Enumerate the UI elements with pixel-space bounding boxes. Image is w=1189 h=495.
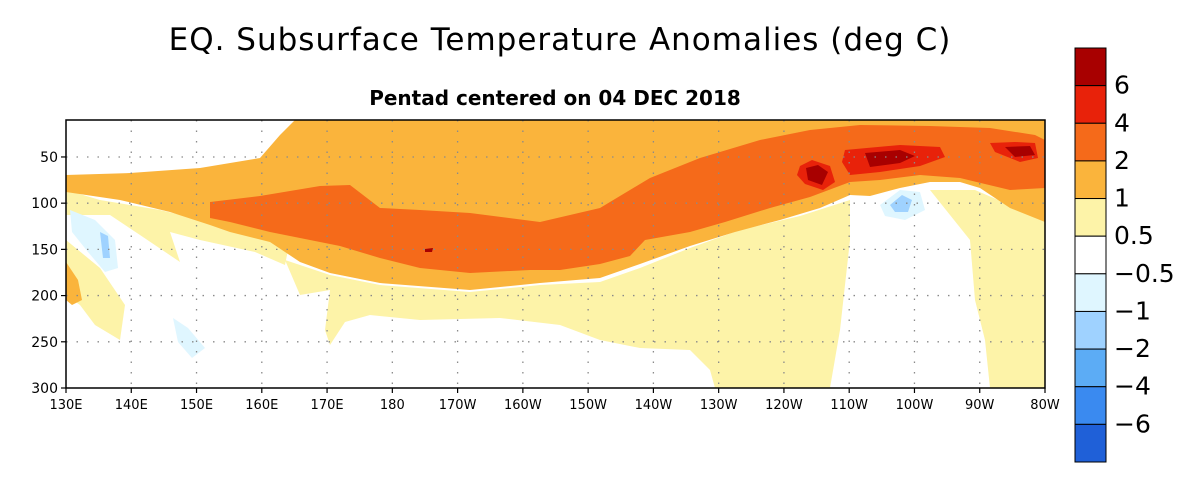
contour-fill-6-a (806, 165, 828, 185)
colorbar-swatch (1074, 198, 1107, 237)
colorbar-label: 4 (1114, 108, 1130, 137)
chart-title: EQ. Subsurface Temperature Anomalies (de… (168, 22, 952, 58)
colorbar-swatch (1074, 310, 1107, 350)
x-tick-label: 140W (635, 398, 673, 413)
x-axis: 130E 140E 150E 160E 170E 180 170W 160W 150W 140W 1… (49, 388, 1060, 413)
contour-fill-0p5-west-upper (66, 190, 290, 265)
colorbar-label: 1 (1114, 184, 1130, 213)
colorbar-label: −2 (1114, 334, 1151, 363)
contour-fill-0p5-west-lower (66, 240, 125, 340)
x-tick-label: 90W (965, 398, 995, 413)
colorbar-swatch (1074, 273, 1107, 312)
colorbar-label: −6 (1114, 409, 1151, 438)
colorbar-swatch (1074, 235, 1107, 275)
colorbar-swatch (1074, 47, 1107, 87)
colorbar-swatch (1074, 85, 1107, 124)
contour-fill-1-west-edge (66, 262, 82, 305)
contour-fill-neg1-a (100, 232, 110, 258)
x-tick-label: 140E (115, 398, 148, 413)
x-tick-label: 160E (245, 398, 278, 413)
x-tick-label: 110W (830, 398, 868, 413)
colorbar-label: 2 (1114, 146, 1130, 175)
x-tick-label: 120W (765, 398, 803, 413)
y-tick-label: 150 (31, 242, 58, 258)
colorbar-label: 0.5 (1114, 221, 1154, 250)
y-tick-label: 250 (31, 335, 58, 351)
contour-fill-6-d (425, 248, 433, 252)
colorbar-label: −4 (1114, 372, 1151, 401)
x-tick-label: 170E (311, 398, 344, 413)
colorbar-swatch (1074, 423, 1107, 463)
colorbar: 6 4 2 1 0.5 −0.5 −1 −2 −4 −6 (1074, 47, 1175, 463)
y-tick-label: 50 (40, 150, 58, 166)
x-tick-label: 180 (380, 398, 405, 413)
contour-fill-neg1-c (890, 195, 912, 212)
y-tick-label: 100 (31, 196, 58, 212)
colorbar-swatch (1074, 122, 1107, 162)
contour-fill-6-b (865, 150, 915, 167)
colorbar-label: −1 (1114, 296, 1151, 325)
colorbar-swatch (1074, 348, 1107, 388)
y-axis: 50 100 150 200 250 300 (31, 150, 66, 397)
x-tick-label: 130E (49, 398, 82, 413)
colorbar-swatch (1074, 386, 1107, 425)
contour-fill-6-c (1005, 146, 1035, 157)
contour-fill-0p5-east (285, 200, 850, 388)
y-tick-label: 300 (31, 381, 58, 397)
colorbar-label: 6 (1114, 71, 1130, 100)
colorbar-label: −0.5 (1114, 259, 1175, 288)
x-tick-label: 150E (180, 398, 213, 413)
x-tick-label: 160W (504, 398, 542, 413)
contour-fill-0p5-far-east (930, 190, 1045, 388)
x-tick-label: 130W (700, 398, 738, 413)
x-tick-label: 150W (569, 398, 607, 413)
x-tick-label: 170W (439, 398, 477, 413)
contour-fill-neg0p5-b (173, 318, 205, 358)
contour-field (66, 120, 1045, 388)
x-tick-label: 80W (1030, 398, 1060, 413)
x-tick-label: 100W (896, 398, 934, 413)
colorbar-swatch (1074, 160, 1107, 200)
chart-subtitle: Pentad centered on 04 DEC 2018 (369, 86, 741, 110)
plot-frame (65, 119, 1046, 389)
y-tick-label: 200 (31, 289, 58, 305)
contour-fill-2 (210, 125, 1045, 273)
